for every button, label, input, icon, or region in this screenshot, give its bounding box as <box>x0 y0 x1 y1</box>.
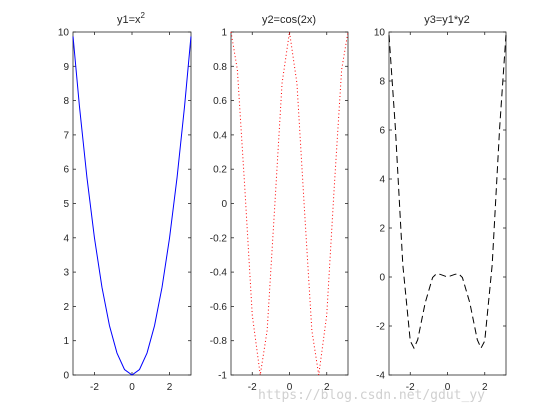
subplot-1-y-tick-label: 8 <box>63 96 69 107</box>
subplot-1-y-tick-label: 0 <box>63 371 69 382</box>
subplot-1-y-tick-label: 3 <box>63 268 69 279</box>
subplot-1-y-tick-label: 7 <box>63 130 69 141</box>
subplot-2-series-line <box>230 31 349 376</box>
subplot-1-title-main: y1=x <box>117 14 141 26</box>
subplot-2-title-main: y2=cos(2x) <box>262 14 316 26</box>
subplot-1-x-tick-label: 2 <box>167 382 173 393</box>
subplot-1-plot-area: -2 0 2 0 1 2 3 4 5 6 7 8 9 10 <box>58 28 192 393</box>
subplot-3-y-tick-label: 8 <box>379 77 385 88</box>
subplot-3-series-line <box>388 35 507 350</box>
subplot-3-axes-box <box>388 31 507 376</box>
subplot-1-x-tick-label: -2 <box>90 382 99 393</box>
subplot-1-title: y1=x2 <box>117 11 146 26</box>
subplot-2-y-tick-label: -0.6 <box>210 302 228 313</box>
subplot-3-y-tick-label: 4 <box>379 175 385 186</box>
subplot-3-y-tick-label: 10 <box>374 28 386 39</box>
subplot-2-x-tick-label: -2 <box>248 382 257 393</box>
subplot-2-y-tick-label: -0.4 <box>210 268 228 279</box>
subplot-2-y-tick-label: 1 <box>221 28 227 39</box>
subplot-2-plot-area: -2 0 2 -1 -0.8 -0.6 -0.4 -0.2 0 0.2 0.4 0.6 0.8 1 <box>210 28 349 393</box>
subplot-1-y-tick-label: 10 <box>58 28 70 39</box>
subplot-3-plot-area: -2 0 2 -4 -2 0 2 4 6 8 10 <box>374 28 507 393</box>
subplot-1-y-tick-label: 4 <box>63 233 69 244</box>
subplot-2-y-tick-label: 0.4 <box>213 130 227 141</box>
subplot-2-y-tick-label: -1 <box>218 371 227 382</box>
subplot-2-y-tick-label: 0.8 <box>213 62 227 73</box>
subplot-3-y-tick-label: -2 <box>376 322 385 333</box>
subplot-3-title-main: y3=y1*y2 <box>424 14 470 26</box>
subplot-3-x-tick-label: 2 <box>482 382 488 393</box>
subplot-2-y-tick-label: 0 <box>221 199 227 210</box>
subplot-3: y3=y1*y2 -2 0 2 -4 -2 0 2 4 6 8 10 <box>374 14 507 393</box>
subplot-3-y-tick-label: 0 <box>379 273 385 284</box>
subplot-1-series-line <box>72 36 192 376</box>
subplot-1-x-tick-label: 0 <box>129 382 135 393</box>
subplot-1-title-superscript: 2 <box>141 11 146 20</box>
subplot-1-y-tick-label: 5 <box>63 199 69 210</box>
subplot-2: y2=cos(2x) -2 0 2 -1 -0.8 -0.6 -0.4 -0.2 0 0.2 0.4… <box>210 14 349 393</box>
subplot-2-y-tick-label: -0.2 <box>210 233 228 244</box>
subplot-2-x-tick-label: 2 <box>324 382 330 393</box>
subplot-1-y-tick-label: 2 <box>63 302 69 313</box>
subplot-2-title: y2=cos(2x) <box>262 14 316 26</box>
subplot-1-axes-box <box>72 31 192 376</box>
subplot-3-x-tick-label: -2 <box>406 382 415 393</box>
subplot-3-x-tick-label: 0 <box>445 382 451 393</box>
subplot-1-y-tick-label: 1 <box>63 336 69 347</box>
subplot-3-y-tick-label: 6 <box>379 126 385 137</box>
watermark: https://blog.csdn.net/gdut_yy <box>258 388 485 403</box>
subplot-3-y-tick-label: -4 <box>376 371 385 382</box>
subplot-3-y-tick-label: 2 <box>379 224 385 235</box>
subplot-3-title: y3=y1*y2 <box>424 14 470 26</box>
subplot-1-y-tick-label: 9 <box>63 62 69 73</box>
subplot-2-axes-box <box>230 31 349 376</box>
subplot-1-y-tick-label: 6 <box>63 165 69 176</box>
subplot-2-x-tick-label: 0 <box>287 382 293 393</box>
subplot-2-y-tick-label: 0.6 <box>213 96 227 107</box>
subplot-2-y-tick-label: 0.2 <box>213 165 227 176</box>
subplot-2-y-tick-label: -0.8 <box>210 336 228 347</box>
